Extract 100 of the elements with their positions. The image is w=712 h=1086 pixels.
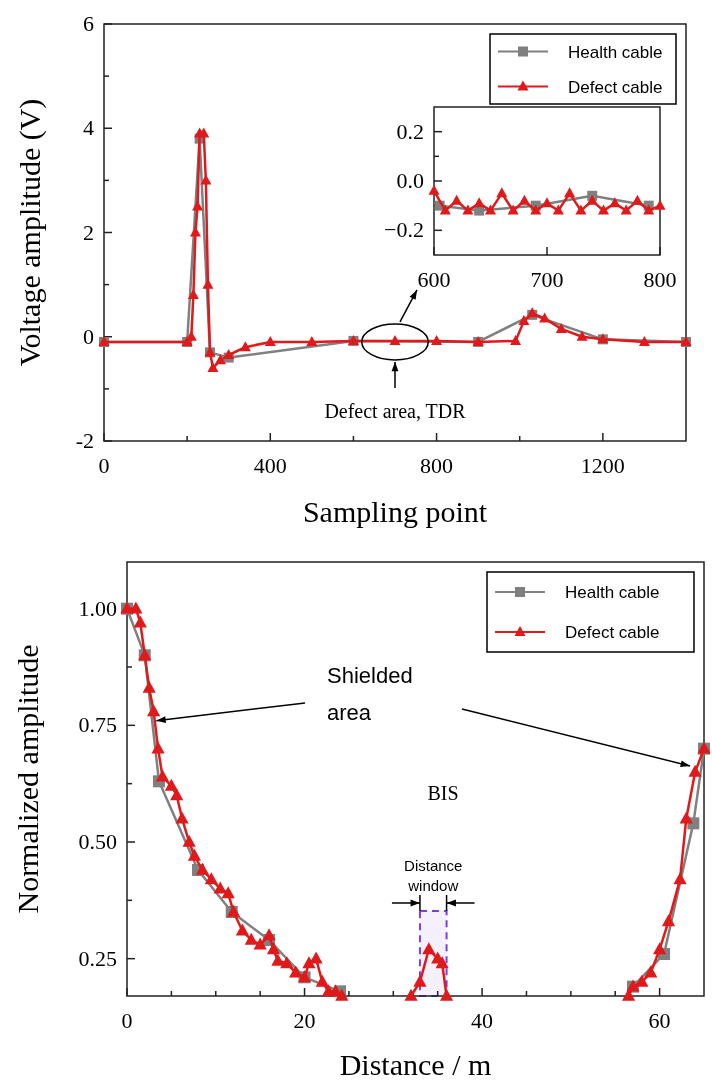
point <box>439 204 451 215</box>
point <box>564 187 576 198</box>
point <box>306 335 318 346</box>
point <box>264 335 276 346</box>
point <box>204 872 218 885</box>
point <box>280 956 294 969</box>
point <box>182 834 196 847</box>
point <box>428 184 440 195</box>
point <box>688 764 702 777</box>
band-label: Distance window <box>404 857 463 894</box>
point <box>576 330 588 341</box>
annotation: Defect area, TDR <box>324 399 467 422</box>
point <box>289 965 303 978</box>
point <box>631 194 643 205</box>
x-axis-title: Distance / m <box>339 1048 492 1081</box>
y-tick-label: 0.25 <box>78 945 117 971</box>
point <box>315 974 329 987</box>
point <box>673 872 687 885</box>
y-tick-label: −0.2 <box>384 217 424 243</box>
point <box>266 942 281 955</box>
legend-label: Defect cable <box>565 623 660 642</box>
point <box>638 335 650 346</box>
point <box>518 315 530 326</box>
annotation: BIS <box>427 782 459 804</box>
point <box>309 951 323 964</box>
point <box>451 194 463 205</box>
x-tick-label: 1200 <box>580 453 625 478</box>
point <box>142 680 156 693</box>
point <box>155 769 170 782</box>
point <box>244 932 258 945</box>
x-tick-label: 60 <box>648 1008 671 1033</box>
point <box>187 289 199 300</box>
point <box>485 204 496 215</box>
point <box>214 354 226 365</box>
point <box>496 187 508 198</box>
x-tick-label: 800 <box>420 453 454 478</box>
y-tick-label: 1.00 <box>78 595 117 621</box>
y-tick-label: 0.0 <box>396 168 424 193</box>
point <box>555 322 567 333</box>
point <box>643 204 655 215</box>
point <box>189 226 201 237</box>
point <box>195 862 210 875</box>
point <box>635 974 649 987</box>
point <box>653 942 667 955</box>
point <box>253 937 267 950</box>
point <box>679 811 693 824</box>
point <box>404 988 418 1001</box>
point <box>661 914 676 927</box>
y-tick-label: 0.2 <box>396 118 424 144</box>
point <box>539 312 551 323</box>
point <box>473 197 485 208</box>
point <box>654 199 666 210</box>
y-tick-label: 0.75 <box>78 712 117 738</box>
point <box>223 348 235 359</box>
point <box>439 988 454 1001</box>
point <box>586 194 598 205</box>
point <box>213 881 227 894</box>
y-axis-title: Normalized amplitude <box>11 644 44 914</box>
x-tick-label: 600 <box>417 267 451 292</box>
annotation: Shielded area <box>327 663 413 725</box>
point <box>164 778 178 791</box>
point <box>620 204 632 215</box>
y-tick-label: 0 <box>83 323 94 349</box>
point <box>518 194 530 205</box>
point <box>151 741 165 754</box>
y-tick-label: 4 <box>83 115 94 141</box>
point <box>271 953 285 966</box>
x-tick-label: 40 <box>471 1008 494 1033</box>
point <box>422 942 436 955</box>
y-tick-label: 2 <box>83 219 94 245</box>
point <box>552 204 564 215</box>
point <box>129 601 143 614</box>
legend-label: Defect cable <box>568 77 663 97</box>
point <box>644 965 658 978</box>
legend-label: Health cable <box>568 42 663 62</box>
x-tick-label: 20 <box>293 1008 316 1033</box>
point <box>598 204 609 215</box>
point <box>175 811 189 824</box>
x-tick-label: 800 <box>643 267 677 292</box>
point <box>221 886 235 899</box>
y-tick-label: 0.50 <box>78 829 117 854</box>
point <box>431 334 443 345</box>
point <box>609 197 621 208</box>
point <box>302 956 316 969</box>
x-tick-label: 700 <box>530 267 564 292</box>
point <box>530 204 542 215</box>
point <box>575 204 587 215</box>
point <box>200 174 212 185</box>
point <box>435 956 449 969</box>
point <box>239 341 251 352</box>
point <box>235 923 249 936</box>
y-tick-label: -2 <box>75 428 94 453</box>
x-tick-label: 400 <box>253 453 287 478</box>
point <box>389 334 401 345</box>
x-tick-label: 0 <box>121 1008 133 1033</box>
point <box>207 362 219 373</box>
point <box>510 334 522 345</box>
legend-label: Health cable <box>565 583 660 602</box>
y-tick-label: 6 <box>83 11 94 36</box>
point <box>507 204 519 215</box>
